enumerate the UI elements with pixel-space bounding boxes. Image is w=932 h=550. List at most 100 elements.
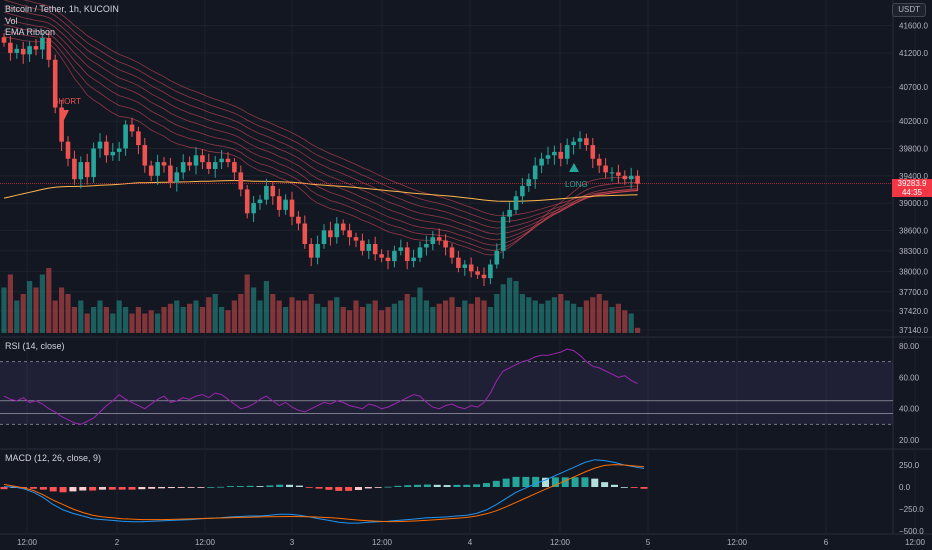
volume-bar xyxy=(129,313,135,333)
macd-histogram-bar xyxy=(39,487,47,490)
macd-histogram-bar xyxy=(581,477,589,487)
macd-histogram-bar xyxy=(571,477,579,487)
candle-body xyxy=(456,257,461,268)
candle-body xyxy=(372,244,378,255)
volume-bar xyxy=(225,310,231,333)
candle-body xyxy=(257,199,263,204)
volume-bar xyxy=(52,300,58,333)
volume-bar xyxy=(180,307,186,333)
ema-line xyxy=(3,17,638,241)
volume-bar xyxy=(404,294,410,333)
volume-bar xyxy=(507,277,513,333)
macd-tick-label: 0.0 xyxy=(899,483,911,492)
candle-body xyxy=(78,162,84,180)
volume-bar xyxy=(475,297,481,333)
ema-ribbon xyxy=(3,0,638,256)
candle-body xyxy=(328,230,333,238)
volume-bar xyxy=(596,294,602,333)
volume-bar xyxy=(539,303,545,333)
candle-body xyxy=(539,158,544,166)
price-tick-label: 39000.0 xyxy=(899,199,928,208)
volume-bar xyxy=(558,294,564,333)
candle-body xyxy=(584,138,589,146)
time-tick-label: 5 xyxy=(646,538,651,547)
macd-legend[interactable]: MACD (12, 26, close, 9) xyxy=(5,453,102,463)
time-tick-label: 12:00 xyxy=(905,538,926,547)
candle-body xyxy=(564,145,570,159)
volume-bar xyxy=(347,310,353,333)
volume-bar xyxy=(481,300,487,333)
chart-title[interactable]: Bitcoin / Tether, 1h, KUCOIN xyxy=(5,4,119,14)
candle-body xyxy=(72,158,77,180)
candle-body xyxy=(1,37,7,43)
volume-bar xyxy=(257,300,263,333)
macd-histogram-bar xyxy=(482,483,490,487)
long-signal-label: LONG xyxy=(565,180,588,189)
macd-histogram-bar xyxy=(315,487,323,489)
currency-selector[interactable]: USDT xyxy=(892,3,926,17)
candle-body xyxy=(436,237,442,241)
candle-body xyxy=(468,264,474,272)
bar-countdown: 44:35 xyxy=(901,188,923,197)
macd-histogram-bar xyxy=(374,487,382,488)
candle-body xyxy=(302,223,308,245)
rsi-legend[interactable]: RSI (14, close) xyxy=(5,341,65,351)
candle-body xyxy=(161,162,167,166)
macd-histogram-bar xyxy=(158,487,166,489)
volume-bar xyxy=(385,307,391,333)
macd-line xyxy=(3,459,645,524)
volume-bar xyxy=(443,300,449,333)
volume-bar xyxy=(84,313,90,333)
price-tick-label: 38600.0 xyxy=(899,226,928,235)
macd-histogram-bar xyxy=(295,485,303,487)
volume-bars xyxy=(1,268,641,333)
time-tick-label: 12:00 xyxy=(727,538,748,547)
macd-signal-line xyxy=(3,464,645,523)
candle-body xyxy=(590,145,596,159)
volume-legend[interactable]: Vol xyxy=(5,16,18,26)
candle-body xyxy=(430,237,436,245)
macd-histogram-bar xyxy=(354,487,362,490)
macd-histogram-bar xyxy=(128,487,136,490)
candle-body xyxy=(97,141,103,149)
candle-body xyxy=(603,165,608,173)
macd-histogram-bar xyxy=(551,477,559,487)
macd-histogram-bar xyxy=(443,485,451,487)
candle-body xyxy=(404,247,410,262)
ema-line xyxy=(3,36,638,256)
rsi-line xyxy=(3,348,638,425)
macd-histogram-bar xyxy=(345,487,353,491)
time-tick-label: 12:00 xyxy=(195,538,216,547)
rsi-pane[interactable] xyxy=(0,348,893,425)
macd-histogram-bar xyxy=(433,484,441,487)
price-tick-label: 37700.0 xyxy=(899,288,928,297)
volume-bar xyxy=(622,310,628,333)
macd-histogram-bar xyxy=(364,487,372,489)
volume-bar xyxy=(308,294,314,333)
volume-bar xyxy=(603,300,609,333)
candle-body xyxy=(571,141,576,146)
macd-histogram-bar xyxy=(561,477,569,487)
candle-body xyxy=(443,240,448,248)
candle-body xyxy=(289,199,295,217)
candle-body xyxy=(507,209,512,217)
macd-pane[interactable] xyxy=(0,459,648,524)
candle-body xyxy=(193,155,199,166)
volume-bar xyxy=(231,300,237,333)
volume-bar xyxy=(20,294,26,333)
candle-body xyxy=(609,172,615,174)
macd-histogram-bar xyxy=(108,487,116,490)
volume-bar xyxy=(321,307,327,333)
candle-body xyxy=(148,165,154,176)
ema-ribbon-legend[interactable]: EMA Ribbon xyxy=(5,27,56,37)
candle-body xyxy=(635,175,640,184)
candle-body xyxy=(116,148,122,152)
time-tick-label: 3 xyxy=(290,538,295,547)
volume-bar xyxy=(635,327,641,333)
price-tick-label: 39400.0 xyxy=(899,172,928,181)
macd-histogram-bar xyxy=(59,487,67,493)
candle-body xyxy=(180,162,186,173)
volume-bar xyxy=(244,274,250,333)
volume-bar xyxy=(564,300,570,333)
